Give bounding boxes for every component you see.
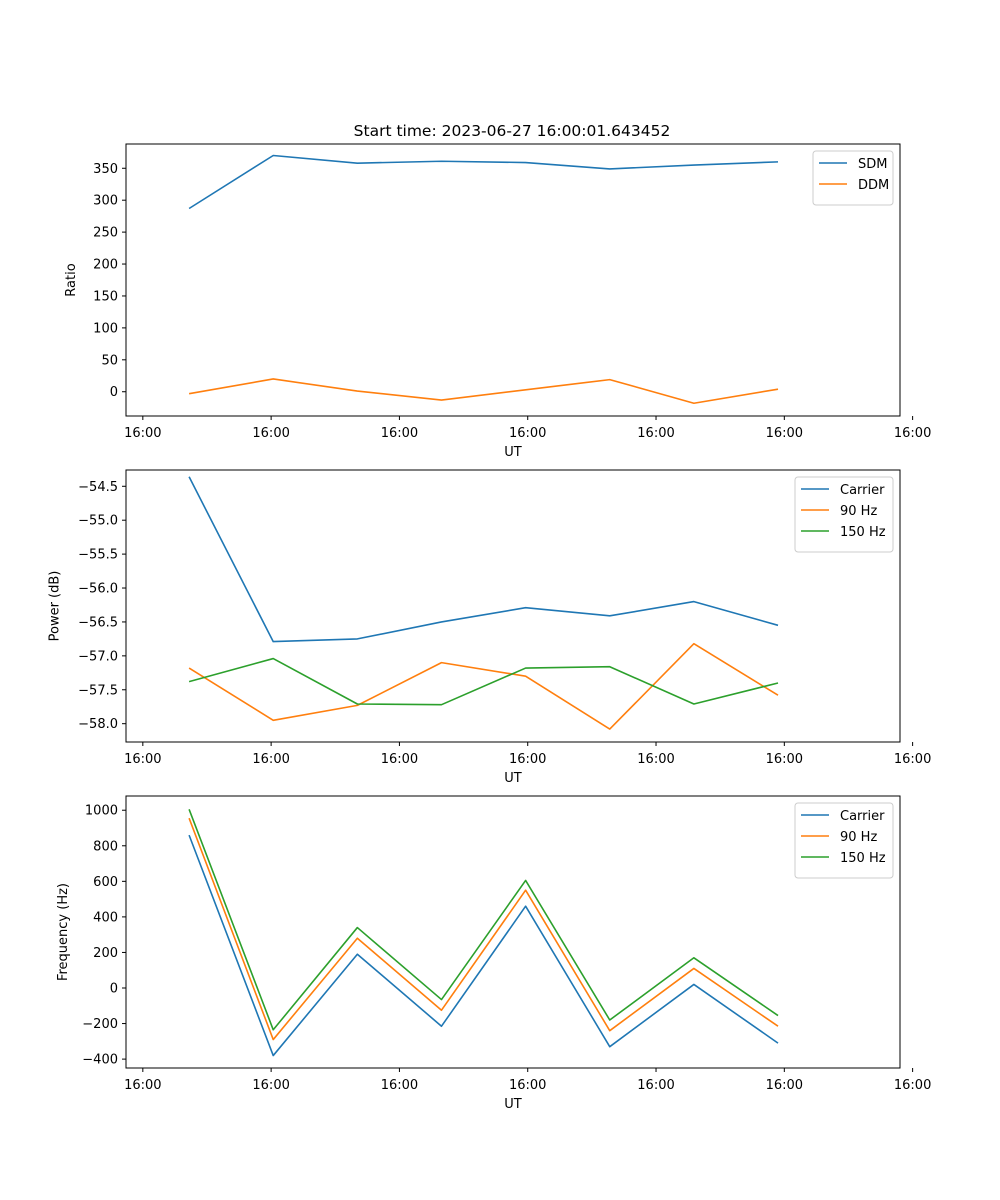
- y-tick-label: −56.5: [78, 615, 118, 630]
- y-tick-label: −55.5: [78, 548, 118, 563]
- plot-frame: [125, 469, 901, 743]
- series-line-90-hz: [188, 642, 779, 730]
- y-tick-label: 150: [93, 289, 118, 304]
- x-tick-label: 16:00: [766, 426, 803, 441]
- legend-label: Carrier: [840, 483, 885, 498]
- x-tick-label: 16:00: [637, 426, 674, 441]
- plot-frame: [125, 795, 901, 1069]
- y-tick-label: 350: [93, 162, 118, 177]
- y-tick-label: −54.5: [78, 480, 118, 495]
- series-line-150-hz: [188, 809, 779, 1031]
- figure-title: Start time: 2023-06-27 16:00:01.643452: [354, 122, 671, 140]
- plot-area: [126, 144, 900, 416]
- legend-label: 150 Hz: [840, 525, 886, 540]
- legend-label: 90 Hz: [840, 504, 877, 519]
- x-tick-label: 16:00: [509, 752, 546, 767]
- y-tick-label: 200: [93, 258, 118, 273]
- chart-panel-1: 16:00 16:00 16:00 16:00 16:00 16:00 16:00 0 50 10…: [64, 143, 931, 460]
- x-tick-label: 16:00: [766, 1078, 803, 1093]
- chart-panel-2: 16:00 16:00 16:00 16:00 16:00 16:00 16:00 −58.0…: [48, 469, 931, 786]
- x-tick-label: 16:00: [124, 752, 161, 767]
- y-tick-label: 200: [93, 946, 118, 961]
- legend-label: 150 Hz: [840, 851, 886, 866]
- x-tick-label: 16:00: [766, 752, 803, 767]
- y-axis-label: Frequency (Hz): [56, 883, 71, 981]
- y-tick-label: 800: [93, 839, 118, 854]
- y-axis-label: Power (dB): [48, 571, 63, 642]
- series-line-90-hz: [188, 817, 779, 1041]
- x-tick-label: 16:00: [509, 1078, 546, 1093]
- legend-label: SDM: [858, 157, 887, 172]
- plot-frame: [125, 143, 901, 417]
- legend-label: Carrier: [840, 809, 885, 824]
- series-line-carrier: [188, 476, 779, 643]
- legend-box: [812, 150, 894, 206]
- x-tick-label: 16:00: [381, 752, 418, 767]
- x-tick-label: 16:00: [637, 1078, 674, 1093]
- y-tick-label: 100: [93, 321, 118, 336]
- series-line-ddm: [188, 378, 779, 405]
- y-tick-label: −57.0: [78, 649, 118, 664]
- x-tick-label: 16:00: [381, 1078, 418, 1093]
- y-tick-label: −56.0: [78, 582, 118, 597]
- x-tick-label: 16:00: [894, 1078, 931, 1093]
- chart-panel-3: 16:00 16:00 16:00 16:00 16:00 16:00 16:00 −400 −…: [56, 795, 931, 1112]
- y-tick-label: −55.0: [78, 514, 118, 529]
- legend: Carrier 90 Hz 150 Hz: [794, 802, 894, 879]
- x-axis-label: UT: [504, 1097, 522, 1112]
- panels: 16:00 16:00 16:00 16:00 16:00 16:00 16:00 0 50 10…: [48, 143, 931, 1112]
- x-tick-label: 16:00: [637, 752, 674, 767]
- y-tick-label: −200: [82, 1017, 118, 1032]
- plot-area: [126, 796, 900, 1068]
- series-line-carrier: [188, 834, 779, 1057]
- legend: SDM DDM: [812, 150, 894, 206]
- y-tick-label: 400: [93, 910, 118, 925]
- y-tick-label: 0: [110, 982, 118, 997]
- y-tick-label: 1000: [85, 804, 118, 819]
- x-axis-label: UT: [504, 445, 522, 460]
- x-tick-label: 16:00: [509, 426, 546, 441]
- series-line-sdm: [188, 154, 779, 210]
- legend-box: [794, 476, 894, 553]
- series-line-150-hz: [188, 657, 779, 706]
- x-tick-label: 16:00: [252, 1078, 289, 1093]
- x-tick-label: 16:00: [894, 426, 931, 441]
- legend-box: [794, 802, 894, 879]
- x-tick-label: 16:00: [124, 426, 161, 441]
- x-tick-label: 16:00: [124, 1078, 161, 1093]
- y-tick-label: 50: [101, 353, 118, 368]
- x-tick-label: 16:00: [381, 426, 418, 441]
- legend: Carrier 90 Hz 150 Hz: [794, 476, 894, 553]
- x-axis-label: UT: [504, 771, 522, 786]
- y-tick-label: 600: [93, 875, 118, 890]
- y-tick-label: 0: [110, 385, 118, 400]
- y-tick-label: −58.0: [78, 717, 118, 732]
- y-tick-label: −400: [82, 1053, 118, 1068]
- x-tick-label: 16:00: [894, 752, 931, 767]
- legend-label: DDM: [858, 178, 889, 193]
- y-axis-label: Ratio: [64, 263, 79, 296]
- y-tick-label: −57.5: [78, 683, 118, 698]
- y-tick-label: 300: [93, 194, 118, 209]
- x-tick-label: 16:00: [252, 752, 289, 767]
- legend-label: 90 Hz: [840, 830, 877, 845]
- x-tick-label: 16:00: [252, 426, 289, 441]
- y-tick-label: 250: [93, 226, 118, 241]
